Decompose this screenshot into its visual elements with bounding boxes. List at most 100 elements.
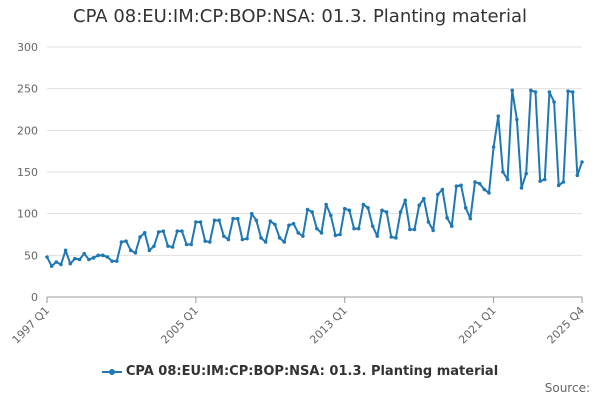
data-point (268, 219, 273, 223)
data-point (59, 262, 63, 267)
data-point (459, 183, 463, 188)
data-point (538, 179, 542, 183)
x-tick-label: 2005 Q1 (158, 304, 201, 347)
data-point (328, 213, 333, 218)
axes (46, 296, 583, 303)
data-point (180, 229, 184, 233)
data-point (105, 255, 110, 259)
data-point (101, 253, 105, 258)
data-point (277, 236, 282, 240)
data-point (296, 231, 301, 235)
data-point (161, 229, 166, 233)
data-point (515, 117, 519, 122)
source-label[interactable]: Source: (544, 381, 590, 395)
data-point (91, 256, 96, 260)
y-tick-label: 250 (17, 83, 38, 96)
data-point (324, 202, 328, 207)
data-point (482, 187, 487, 192)
data-point (342, 206, 347, 211)
data-point (496, 114, 501, 118)
data-point (477, 181, 482, 186)
data-point (217, 218, 221, 223)
data-point (63, 248, 68, 253)
data-point (291, 221, 296, 226)
data-point (440, 187, 445, 192)
data-point (319, 231, 324, 235)
chart-title: CPA 08:EU:IM:CP:BOP:NSA: 01.3. Planting … (73, 6, 527, 27)
data-point (431, 228, 435, 233)
data-point (561, 180, 566, 184)
data-point (235, 216, 240, 221)
data-point (96, 253, 100, 258)
data-point (380, 208, 384, 213)
data-point (231, 216, 235, 221)
data-point (510, 88, 515, 93)
data-point (408, 227, 412, 232)
data-point (384, 210, 389, 214)
data-point (491, 145, 496, 149)
data-point (87, 257, 91, 262)
data-point (575, 173, 580, 178)
data-point (208, 240, 212, 244)
data-point (170, 245, 175, 249)
data-point (175, 229, 180, 233)
data-point (417, 203, 421, 208)
data-point (221, 234, 226, 238)
data-point (356, 226, 361, 231)
x-tick-label: 1997 Q1 (10, 304, 53, 347)
data-point (249, 211, 254, 216)
data-point (547, 90, 552, 94)
data-point (254, 218, 259, 223)
gridlines (47, 46, 582, 256)
data-point (310, 210, 314, 214)
data-point (73, 256, 77, 261)
data-point (566, 89, 570, 93)
data-point (347, 208, 352, 213)
data-point (412, 227, 417, 232)
data-point (435, 192, 440, 197)
data-point (389, 235, 394, 239)
y-tick-label: 200 (17, 124, 38, 137)
data-point (301, 234, 305, 238)
data-point (49, 264, 54, 268)
data-point (77, 257, 82, 262)
x-tick-label: 2021 Q1 (456, 304, 499, 347)
y-tick-label: 0 (31, 291, 38, 304)
data-point (119, 240, 124, 244)
data-point (398, 210, 403, 214)
data-point (524, 171, 528, 176)
data-point (505, 177, 510, 182)
data-point (263, 240, 268, 244)
y-tick-label: 300 (17, 41, 38, 54)
data-point (449, 224, 454, 228)
data-point (375, 234, 380, 238)
data-point (529, 88, 533, 93)
data-point (54, 260, 59, 264)
data-point (273, 222, 277, 227)
y-tick-label: 100 (17, 208, 38, 221)
data-point (501, 170, 505, 174)
data-point (142, 231, 147, 235)
data-point (203, 239, 207, 243)
legend[interactable]: CPA 08:EU:IM:CP:BOP:NSA: 01.3. Planting … (0, 364, 600, 379)
data-point (556, 183, 561, 188)
data-point (45, 255, 49, 259)
data-point (305, 207, 310, 212)
data-point (361, 202, 366, 207)
data-point (370, 224, 375, 228)
data-point (194, 220, 198, 224)
data-point (189, 242, 194, 247)
data-point (338, 232, 342, 237)
data-point (184, 242, 189, 247)
data-point (124, 239, 128, 243)
x-tick-label: 2013 Q1 (307, 304, 350, 347)
data-point (463, 206, 468, 210)
data-point (245, 236, 249, 241)
data-point (128, 248, 133, 253)
data-point (454, 184, 459, 188)
data-point (519, 186, 524, 190)
data-point (403, 198, 408, 203)
data-point (240, 237, 245, 242)
data-point (198, 220, 203, 224)
